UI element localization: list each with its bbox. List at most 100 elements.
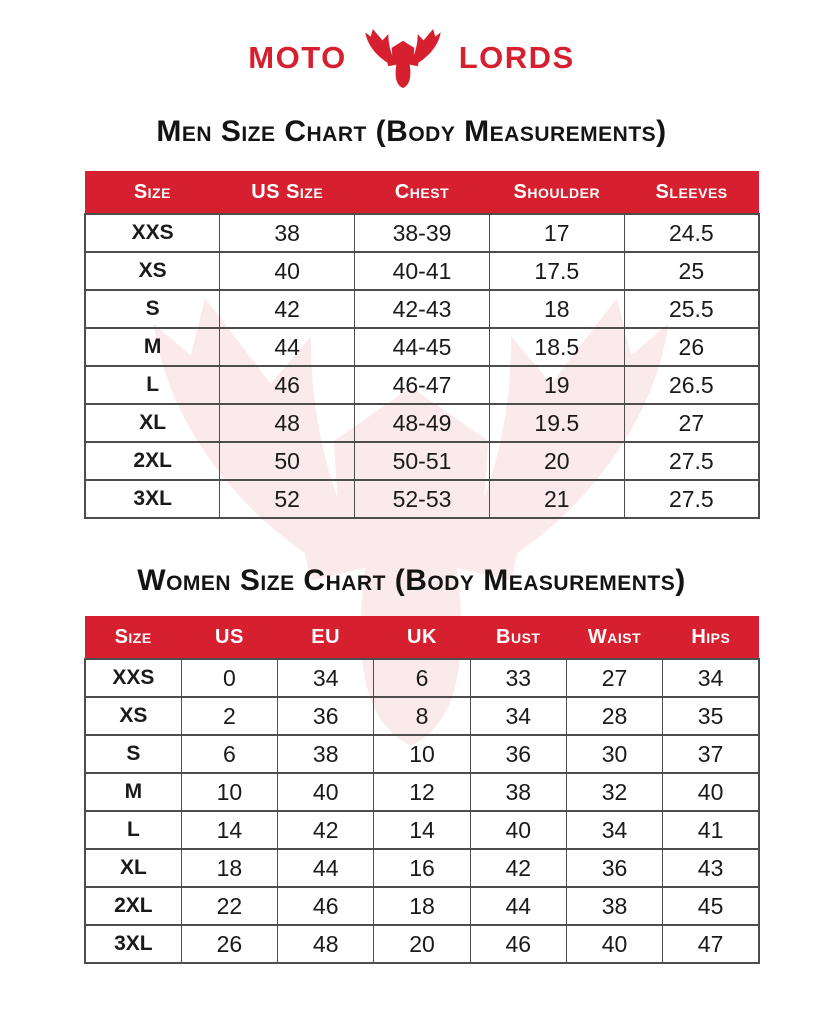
column-header-eu: EU: [311, 625, 341, 648]
men-chart-title: Men Size Chart (Body Measurements): [156, 115, 667, 148]
size-label-cell: 2XL: [83, 886, 182, 926]
measurement-value-cell: 41: [662, 810, 761, 850]
measurement-value-cell: 34: [469, 696, 567, 736]
measurement-value-cell: 40: [277, 772, 375, 812]
measurement-value-cell: 8: [373, 696, 471, 736]
measurement-value-cell: 34: [277, 658, 375, 698]
brand-logo: MOTO LORDS: [0, 0, 823, 98]
men-size-table: Size US Size Chest Shoulder Sleeves XXS 3…: [84, 171, 760, 519]
measurement-value-cell: 14: [373, 810, 471, 850]
measurement-value-cell: 52: [219, 479, 356, 519]
column-header-shoulder: Shoulder: [513, 180, 601, 203]
measurement-value-cell: 44: [219, 327, 356, 367]
men-table-body: XXS 38 38-39 17 24.5 XS 40 40-41 17.5 25 S 42 42-43 1…: [84, 213, 760, 519]
measurement-value-cell: 46: [219, 365, 356, 405]
measurement-value-cell: 36: [469, 734, 567, 774]
measurement-value-cell: 42: [219, 289, 356, 329]
size-label-cell: S: [84, 289, 221, 329]
size-chart-document: MOTO LORDS Men Size Chart (Body Measurem…: [0, 0, 823, 964]
brand-name-left: MOTO: [248, 39, 347, 75]
column-header-hips: Hips: [691, 625, 731, 648]
table-row: 3XL 26 48 20 46 40 47: [83, 924, 761, 964]
measurement-value-cell: 30: [565, 734, 664, 774]
brand-name-right: LORDS: [458, 39, 575, 75]
men-table-header: Size US Size Chest Shoulder Sleeves: [85, 171, 759, 214]
measurement-value-cell: 40-41: [354, 251, 490, 291]
measurement-value-cell: 16: [373, 848, 471, 888]
measurement-value-cell: 27: [565, 658, 664, 698]
measurement-value-cell: 0: [180, 658, 279, 698]
measurement-value-cell: 18: [180, 848, 279, 888]
measurement-value-cell: 46: [277, 886, 375, 926]
measurement-value-cell: 20: [373, 924, 471, 964]
measurement-value-cell: 33: [469, 658, 567, 698]
measurement-value-cell: 40: [565, 924, 664, 964]
measurement-value-cell: 2: [180, 696, 279, 736]
table-row: 2XL 50 50-51 20 27.5: [84, 441, 760, 481]
measurement-value-cell: 42-43: [354, 289, 490, 329]
measurement-value-cell: 38: [219, 213, 356, 253]
column-header-chest: Chest: [394, 180, 450, 203]
measurement-value-cell: 32: [565, 772, 664, 812]
table-row: 3XL 52 52-53 21 27.5: [84, 479, 760, 519]
women-chart-title: Women Size Chart (Body Measurements): [137, 564, 686, 597]
measurement-value-cell: 27.5: [623, 479, 760, 519]
measurement-value-cell: 42: [277, 810, 375, 850]
measurement-value-cell: 10: [180, 772, 279, 812]
measurement-value-cell: 18: [373, 886, 471, 926]
table-row: S 6 38 10 36 30 37: [83, 734, 761, 774]
size-label-cell: XS: [83, 696, 182, 736]
measurement-value-cell: 17: [488, 213, 625, 253]
measurement-value-cell: 50: [219, 441, 356, 481]
measurement-value-cell: 26: [623, 327, 760, 367]
measurement-value-cell: 26.5: [623, 365, 760, 405]
women-table-body: XXS 0 34 6 33 27 34 XS 2 36 8 34 28 35 S 6 38 10 36 30 37 M 10…: [83, 658, 761, 964]
size-label-cell: XL: [84, 403, 221, 443]
measurement-value-cell: 40: [219, 251, 356, 291]
measurement-value-cell: 28: [565, 696, 664, 736]
measurement-value-cell: 38: [565, 886, 664, 926]
measurement-value-cell: 40: [662, 772, 761, 812]
size-label-cell: XXS: [84, 213, 221, 253]
measurement-value-cell: 45: [662, 886, 761, 926]
measurement-value-cell: 26: [180, 924, 279, 964]
measurement-value-cell: 35: [662, 696, 761, 736]
size-label-cell: XL: [83, 848, 182, 888]
size-label-cell: XS: [84, 251, 221, 291]
measurement-value-cell: 43: [662, 848, 761, 888]
measurement-value-cell: 19.5: [488, 403, 625, 443]
women-table-header: Size US EU UK Bust Waist Hips: [85, 616, 759, 659]
bull-head-logo-icon: [365, 28, 441, 88]
measurement-value-cell: 34: [662, 658, 761, 698]
measurement-value-cell: 44: [277, 848, 375, 888]
men-header-row: Size US Size Chest Shoulder Sleeves: [85, 171, 759, 214]
table-row: XXS 0 34 6 33 27 34: [83, 658, 761, 698]
table-row: XS 40 40-41 17.5 25: [84, 251, 760, 291]
measurement-value-cell: 14: [180, 810, 279, 850]
table-row: S 42 42-43 18 25.5: [84, 289, 760, 329]
size-label-cell: XXS: [83, 658, 182, 698]
measurement-value-cell: 17.5: [488, 251, 625, 291]
measurement-value-cell: 47: [662, 924, 761, 964]
measurement-value-cell: 50-51: [354, 441, 490, 481]
column-header-waist: Waist: [587, 625, 642, 648]
measurement-value-cell: 34: [565, 810, 664, 850]
measurement-value-cell: 44-45: [354, 327, 490, 367]
column-header-size: Size: [114, 625, 152, 648]
size-label-cell: M: [83, 772, 182, 812]
measurement-value-cell: 6: [373, 658, 471, 698]
column-header-us: US: [215, 625, 244, 648]
column-header-us-size: US Size: [251, 180, 324, 203]
measurement-value-cell: 12: [373, 772, 471, 812]
measurement-value-cell: 27.5: [623, 441, 760, 481]
size-label-cell: L: [83, 810, 182, 850]
table-row: XXS 38 38-39 17 24.5: [84, 213, 760, 253]
measurement-value-cell: 27: [623, 403, 760, 443]
measurement-value-cell: 38: [469, 772, 567, 812]
size-label-cell: M: [84, 327, 221, 367]
measurement-value-cell: 10: [373, 734, 471, 774]
women-header-row: Size US EU UK Bust Waist Hips: [85, 616, 759, 659]
measurement-value-cell: 25.5: [623, 289, 760, 329]
measurement-value-cell: 40: [469, 810, 567, 850]
table-row: XL 48 48-49 19.5 27: [84, 403, 760, 443]
